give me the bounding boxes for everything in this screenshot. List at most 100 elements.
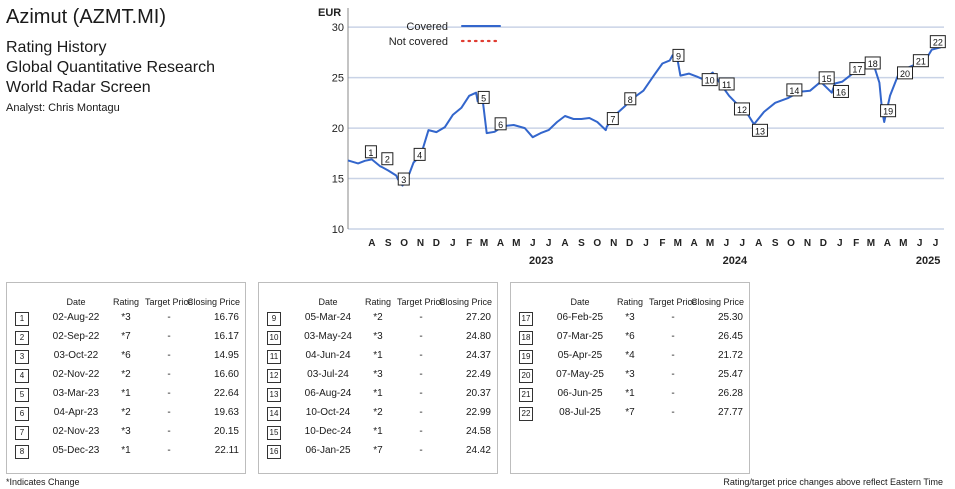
rating-marker-3 [397, 172, 410, 186]
cell-target: - [167, 350, 171, 361]
row-number: 19 [519, 350, 533, 364]
x-tick-label: A [691, 238, 698, 249]
x-tick-label: A [561, 238, 568, 249]
column-header: Rating [616, 297, 643, 307]
row-number: 16 [267, 445, 281, 459]
table-row: 1 02-Aug-22 *3 - 16.76 [7, 309, 245, 328]
footnote-time: Rating/target price changes above reflec… [723, 477, 943, 487]
row-number: 14 [267, 407, 281, 421]
x-year-label: 2024 [723, 255, 748, 267]
x-tick-label: M [512, 238, 520, 249]
column-header: Date [66, 297, 86, 307]
cell-rating: *2 [373, 407, 383, 418]
rating-marker-13 [751, 123, 768, 137]
x-tick-label: A [755, 238, 762, 249]
table-row: 13 06-Aug-24 *1 - 20.37 [259, 385, 497, 404]
rating-marker-4 [413, 147, 426, 161]
cell-date: 03-Mar-23 [52, 388, 100, 399]
column-header: Closing Price [691, 297, 745, 307]
table-row: 16 06-Jan-25 *7 - 24.42 [259, 442, 497, 461]
row-number: 21 [519, 388, 533, 402]
cell-target: - [419, 407, 423, 418]
cell-date: 04-Jun-24 [305, 350, 351, 361]
x-tick-label: J [740, 238, 746, 249]
rating-marker-22 [929, 35, 946, 49]
x-tick-label: N [417, 238, 424, 249]
x-year-label: 2023 [529, 255, 553, 267]
cell-date: 05-Mar-24 [304, 312, 352, 323]
row-number: 9 [267, 312, 281, 326]
x-tick-label: M [706, 238, 714, 249]
cell-close: 26.45 [717, 331, 743, 342]
cell-rating: *1 [373, 388, 383, 399]
rating-marker-label: 1 [368, 148, 373, 158]
table-row: 18 07-Mar-25 *6 - 26.45 [511, 328, 749, 347]
row-number: 18 [519, 331, 533, 345]
table-header: Date Rating Target Price Closing Price [7, 289, 245, 309]
rating-marker-label: 22 [933, 38, 943, 48]
row-number: 2 [15, 331, 29, 345]
cell-date: 10-Dec-24 [304, 426, 352, 437]
table-row: 6 04-Apr-23 *2 - 19.63 [7, 404, 245, 423]
row-number: 5 [15, 388, 29, 402]
column-header: Date [318, 297, 338, 307]
cell-date: 06-Jan-25 [305, 445, 351, 456]
cell-close: 22.64 [213, 388, 239, 399]
cell-rating: *6 [625, 331, 635, 342]
cell-target: - [671, 369, 675, 380]
rating-table-3: Date Rating Target Price Closing Price 17 06-… [510, 282, 750, 474]
cell-date: 06-Aug-24 [304, 388, 352, 399]
cell-target: - [671, 388, 675, 399]
page-title: Azimut (AZMT.MI) [6, 6, 166, 28]
rating-marker-11 [718, 77, 735, 91]
x-tick-label: M [867, 238, 875, 249]
cell-rating: *3 [373, 369, 383, 380]
cell-date: 02-Nov-22 [52, 369, 100, 380]
table-row: 3 03-Oct-22 *6 - 14.95 [7, 347, 245, 366]
x-tick-label: A [368, 238, 375, 249]
cell-date: 02-Aug-22 [52, 312, 100, 323]
x-tick-label: J [837, 238, 843, 249]
cell-rating: *6 [121, 350, 131, 361]
rating-marker-18 [864, 56, 881, 70]
rating-table-2: Date Rating Target Price Closing Price 9 05-M… [258, 282, 498, 474]
column-header: Target Price [396, 297, 446, 307]
table-row: 21 06-Jun-25 *1 - 26.28 [511, 385, 749, 404]
row-number: 17 [519, 312, 533, 326]
subtitle-rating-history: Rating History [6, 39, 107, 56]
x-tick-label: F [853, 238, 859, 249]
row-number: 20 [519, 369, 533, 383]
x-tick-label: J [643, 238, 649, 249]
table-row: 10 03-May-24 *3 - 24.80 [259, 328, 497, 347]
x-tick-label: N [804, 238, 811, 249]
cell-close: 26.28 [717, 388, 743, 399]
row-number: 15 [267, 426, 281, 440]
cell-close: 14.95 [213, 350, 239, 361]
cell-target: - [419, 445, 423, 456]
column-header: Target Price [648, 297, 698, 307]
row-number: 3 [15, 350, 29, 364]
rating-marker-label: 4 [417, 150, 422, 160]
x-tick-label: A [884, 238, 891, 249]
cell-date: 05-Dec-23 [52, 445, 100, 456]
cell-close: 24.37 [465, 350, 491, 361]
cell-date: 03-May-24 [304, 331, 352, 342]
cell-date: 07-May-25 [556, 369, 604, 380]
x-tick-label: D [820, 238, 827, 249]
x-tick-label: A [497, 238, 504, 249]
table-row: 15 10-Dec-24 *1 - 24.58 [259, 423, 497, 442]
rating-marker-20 [897, 66, 914, 80]
cell-target: - [419, 369, 423, 380]
cell-rating: *3 [625, 312, 635, 323]
row-number: 7 [15, 426, 29, 440]
cell-close: 22.11 [214, 445, 239, 456]
x-tick-label: O [787, 238, 795, 249]
cell-target: - [671, 350, 675, 361]
row-number: 13 [267, 388, 281, 402]
y-axis-label: EUR [318, 7, 341, 19]
x-tick-label: S [772, 238, 779, 249]
rating-marker-label: 10 [705, 76, 715, 86]
table-row: 2 02-Sep-22 *7 - 16.17 [7, 328, 245, 347]
column-header: Rating [112, 297, 139, 307]
cell-rating: *3 [373, 331, 383, 342]
